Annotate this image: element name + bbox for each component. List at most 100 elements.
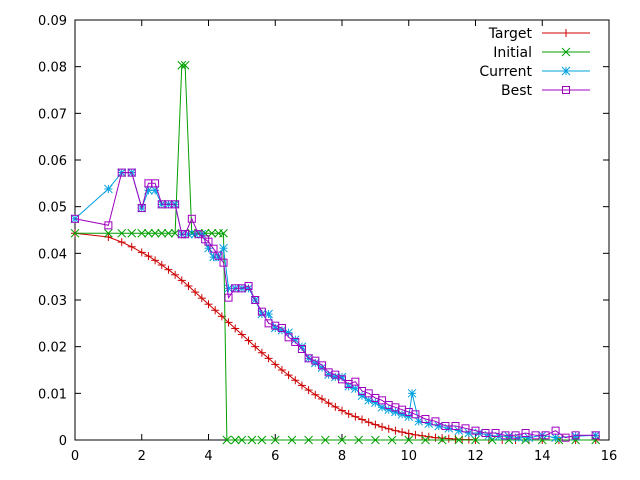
data-point-initial	[371, 435, 380, 445]
data-point-initial	[219, 228, 228, 238]
marker-stroke	[317, 363, 327, 373]
marker-stroke	[297, 342, 307, 352]
data-point-current	[364, 395, 374, 405]
data-point-initial	[354, 435, 364, 445]
marker-stroke	[177, 60, 187, 70]
marker-stroke	[354, 435, 364, 445]
data-point-target	[444, 434, 453, 443]
marker-stroke	[144, 228, 153, 238]
data-point-target	[257, 348, 266, 357]
data-point-initial	[421, 435, 430, 445]
data-point-best	[257, 307, 266, 316]
marker-stroke	[364, 395, 374, 405]
marker-square	[441, 422, 450, 430]
series-line-initial	[75, 64, 596, 441]
data-point-best	[481, 429, 490, 437]
marker-stroke	[487, 435, 497, 445]
y-tick-label: 0.04	[38, 247, 67, 262]
marker-stroke	[164, 228, 173, 238]
x-tick-label: 14	[534, 449, 551, 464]
data-point-best	[491, 429, 500, 437]
y-tick-label: 0.08	[38, 61, 67, 76]
marker-stroke	[330, 372, 340, 382]
data-point-best	[471, 426, 480, 435]
data-point-current	[384, 405, 394, 415]
marker-square	[317, 361, 326, 370]
marker-square	[501, 431, 510, 440]
data-point-initial	[137, 228, 147, 238]
marker-square	[277, 324, 286, 332]
data-point-target	[411, 430, 420, 439]
marker-stroke	[310, 358, 320, 368]
data-point-target	[291, 376, 300, 385]
data-point-target	[331, 402, 340, 411]
marker-stroke	[270, 323, 280, 333]
data-point-initial	[177, 60, 187, 70]
data-point-target	[251, 342, 260, 351]
data-point-target	[324, 399, 333, 408]
marker-square	[181, 230, 190, 239]
data-point-target	[144, 252, 153, 261]
marker-stroke	[551, 433, 560, 443]
data-point-target	[264, 354, 273, 363]
marker-stroke	[117, 228, 127, 238]
data-point-best	[541, 431, 550, 440]
marker-stroke	[404, 412, 414, 422]
data-point-best	[441, 422, 450, 430]
data-point-target	[211, 306, 220, 315]
data-point-current	[391, 407, 400, 417]
data-point-best	[104, 221, 113, 230]
data-point-initial	[180, 60, 190, 70]
marker-square	[551, 426, 560, 435]
marker-square	[461, 424, 470, 433]
data-point-initial	[304, 435, 313, 445]
data-point-current	[344, 381, 354, 391]
marker-stroke	[104, 184, 113, 194]
data-point-target	[151, 256, 160, 265]
data-point-initial	[127, 228, 137, 238]
data-point-initial	[320, 435, 330, 445]
data-point-initial	[70, 228, 80, 238]
marker-square	[151, 179, 160, 188]
marker-square	[561, 433, 570, 442]
data-point-target	[438, 434, 447, 443]
data-point-best	[117, 168, 126, 177]
legend-label-initial: Initial	[493, 45, 532, 61]
data-point-target	[244, 336, 253, 345]
data-point-current	[284, 328, 293, 338]
marker-stroke	[391, 407, 400, 417]
marker-square	[219, 258, 228, 267]
marker-stroke	[270, 435, 280, 445]
legend-marker-current	[561, 66, 571, 76]
x-tick-label: 10	[400, 449, 417, 464]
x-tick-label: 16	[601, 449, 618, 464]
data-point-current	[397, 409, 407, 419]
data-point-target	[317, 394, 326, 403]
data-point-target	[358, 415, 367, 424]
marker-stroke	[324, 370, 334, 380]
data-point-best	[411, 410, 420, 419]
data-point-target	[127, 242, 136, 251]
series-best	[71, 168, 600, 442]
marker-square	[71, 214, 79, 223]
marker-stroke	[337, 372, 347, 382]
marker-square	[311, 356, 320, 365]
y-tick-label: 0.06	[38, 154, 67, 169]
marker-stroke	[187, 228, 197, 238]
marker-square	[297, 345, 306, 353]
y-tick-label: 0.09	[38, 14, 67, 29]
data-point-current	[337, 372, 347, 382]
data-point-target	[351, 412, 360, 421]
marker-square	[204, 237, 213, 246]
marker-stroke	[157, 228, 167, 238]
x-tick-label: 8	[338, 449, 346, 464]
series-line-best	[74, 172, 596, 439]
data-point-best	[297, 345, 306, 353]
x-tick-label: 2	[138, 449, 146, 464]
marker-square	[364, 389, 373, 398]
data-point-target	[237, 330, 246, 339]
marker-stroke	[320, 435, 330, 445]
data-point-target	[378, 422, 387, 431]
data-point-best	[461, 424, 470, 433]
marker-stroke	[219, 228, 228, 238]
